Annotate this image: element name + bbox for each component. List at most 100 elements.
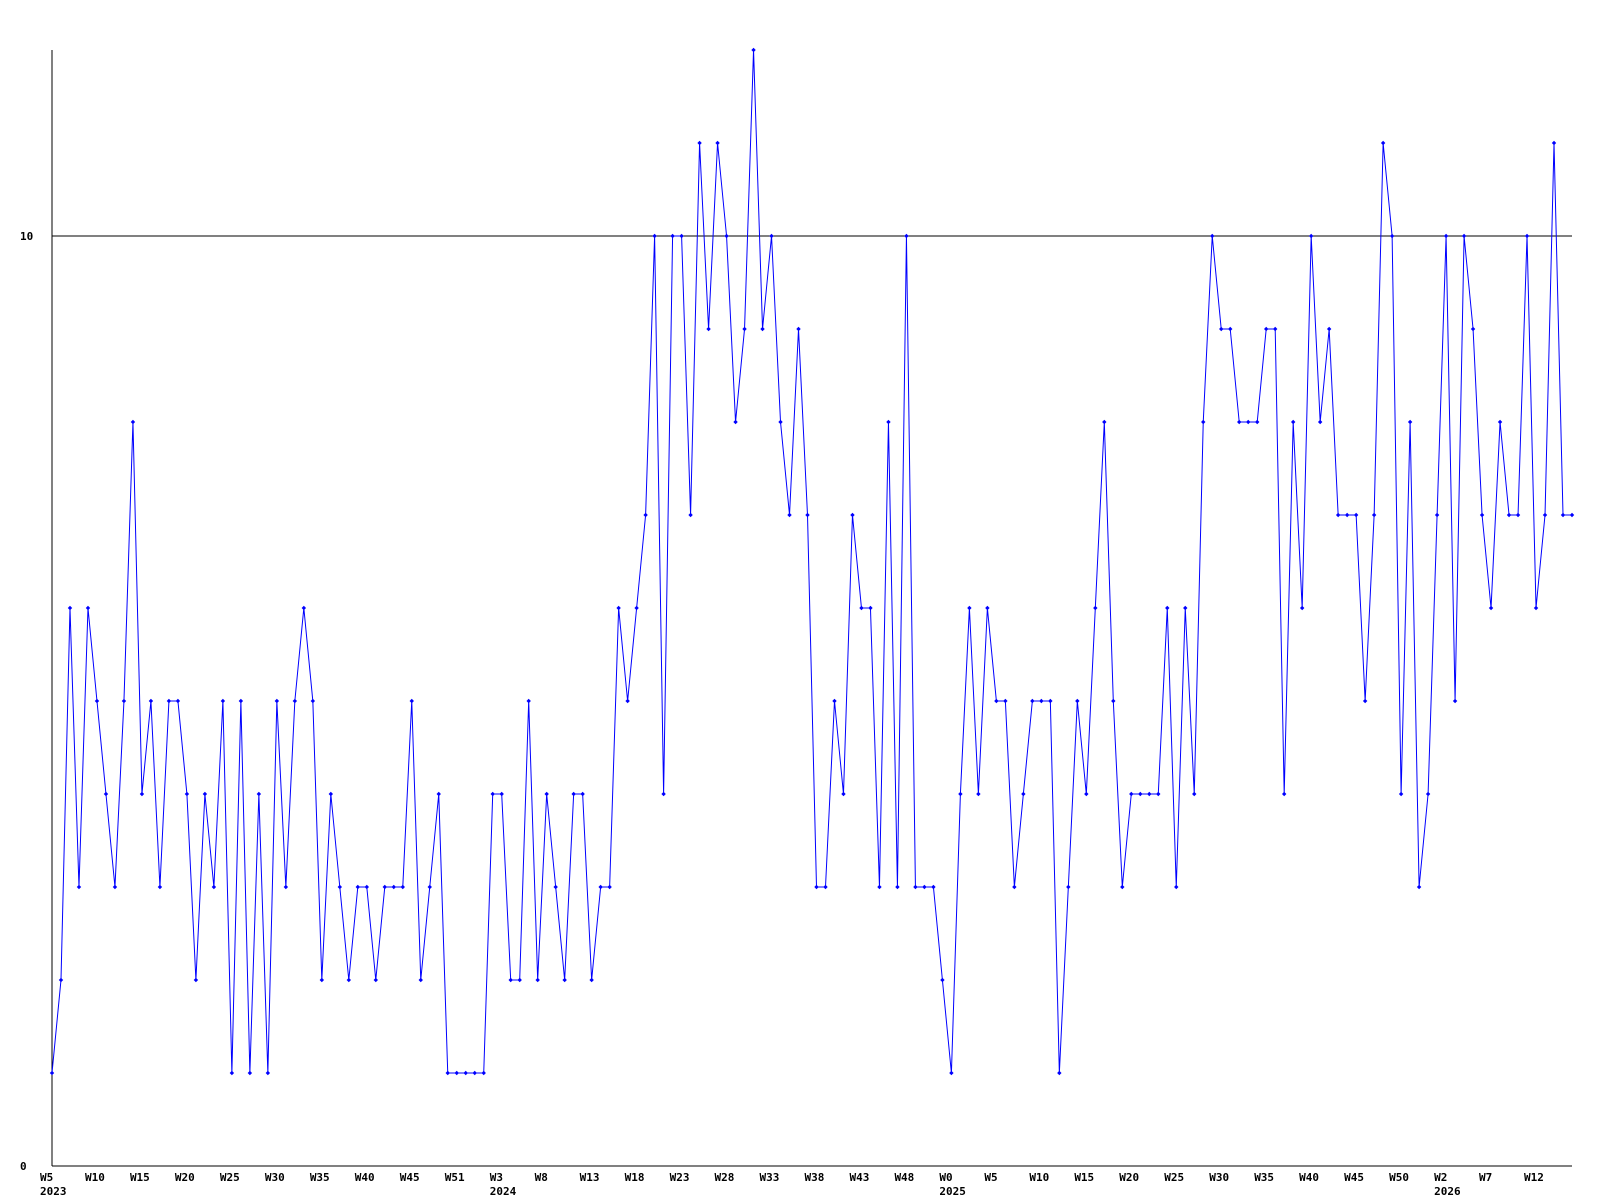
x-tick-label: W18 (625, 1171, 645, 1184)
data-point (1290, 419, 1296, 425)
data-point (1084, 791, 1089, 797)
data-point (1524, 233, 1530, 239)
data-point (409, 698, 414, 704)
data-point (706, 326, 711, 332)
data-point (1326, 326, 1332, 332)
data-point (562, 977, 567, 983)
data-point (580, 791, 585, 797)
x-tick-label: W15 (130, 1171, 150, 1184)
data-point (814, 884, 819, 890)
x-tick-label: W2 (1434, 1171, 1447, 1184)
data-point (850, 512, 855, 518)
data-point (1048, 698, 1053, 704)
x-tick-label: W25 (1164, 1171, 1184, 1184)
data-point (967, 605, 972, 611)
data-point (1425, 791, 1431, 797)
data-point (1174, 884, 1179, 890)
data-point (940, 977, 945, 983)
data-point (373, 977, 378, 983)
data-point (1389, 233, 1395, 239)
data-point (346, 977, 352, 983)
data-point (445, 1070, 450, 1076)
data-point (652, 233, 657, 239)
data-point (724, 233, 729, 239)
data-point (1452, 698, 1458, 704)
x-tick-label: W25 (220, 1171, 240, 1184)
data-point (778, 419, 783, 425)
x-tick-label: W12 (1524, 1171, 1544, 1184)
data-point (1551, 140, 1557, 146)
data-point (157, 884, 163, 890)
data-point (1066, 884, 1071, 890)
data-point (1416, 884, 1422, 890)
x-tick-label: W30 (265, 1171, 285, 1184)
data-point (922, 884, 927, 890)
data-point (211, 884, 217, 890)
data-point (1569, 512, 1575, 518)
data-point (760, 326, 765, 332)
data-point (1003, 698, 1008, 704)
data-point (1308, 233, 1314, 239)
data-point (1497, 419, 1503, 425)
data-point (490, 791, 495, 797)
data-point (598, 884, 603, 890)
data-line (51, 49, 1572, 1074)
data-point (184, 791, 190, 797)
data-point (1362, 698, 1368, 704)
data-point (1102, 419, 1107, 425)
data-point (571, 791, 576, 797)
data-point (1057, 1070, 1062, 1076)
data-point (193, 977, 199, 983)
data-point (1506, 512, 1512, 518)
data-point (166, 698, 172, 704)
data-point (913, 884, 918, 890)
data-point (283, 884, 289, 890)
x-tick-label: W51 (445, 1171, 465, 1184)
y-tick-label: 0 (20, 1160, 27, 1173)
data-point (76, 884, 82, 890)
data-point (1533, 605, 1539, 611)
x-tick-label: W40 (1299, 1171, 1319, 1184)
data-point (1129, 791, 1134, 797)
data-point (742, 326, 747, 332)
x-tick-label: W13 (580, 1171, 600, 1184)
data-point (985, 605, 990, 611)
data-point (1353, 512, 1359, 518)
data-point (715, 140, 720, 146)
data-point (112, 884, 118, 890)
data-point (202, 791, 208, 797)
data-point (1012, 884, 1017, 890)
data-point (274, 698, 280, 704)
x-year-label: 2023 (40, 1185, 67, 1198)
data-point (121, 698, 127, 704)
x-tick-label: W33 (760, 1171, 780, 1184)
data-point (319, 977, 325, 983)
data-point (733, 419, 738, 425)
data-point (1434, 512, 1440, 518)
x-tick-label: W40 (355, 1171, 375, 1184)
data-point (877, 884, 882, 890)
data-point (301, 605, 307, 611)
data-point (1542, 512, 1548, 518)
data-point (247, 1070, 253, 1076)
data-point (679, 233, 684, 239)
x-tick-label: W10 (1029, 1171, 1049, 1184)
y-tick-label: 10 (20, 230, 33, 243)
data-point (1398, 791, 1404, 797)
data-point (337, 884, 343, 890)
data-point (175, 698, 181, 704)
data-point (292, 698, 298, 704)
data-point (751, 47, 756, 53)
data-point (1039, 698, 1044, 704)
data-point (1147, 791, 1152, 797)
data-point (805, 512, 810, 518)
data-point (1272, 326, 1278, 332)
x-tick-label: W23 (670, 1171, 690, 1184)
data-point (1192, 791, 1197, 797)
data-point (508, 977, 513, 983)
data-point (1021, 791, 1026, 797)
x-tick-label: W5 (984, 1171, 997, 1184)
data-point (958, 791, 963, 797)
data-point (1120, 884, 1125, 890)
data-point (1470, 326, 1476, 332)
